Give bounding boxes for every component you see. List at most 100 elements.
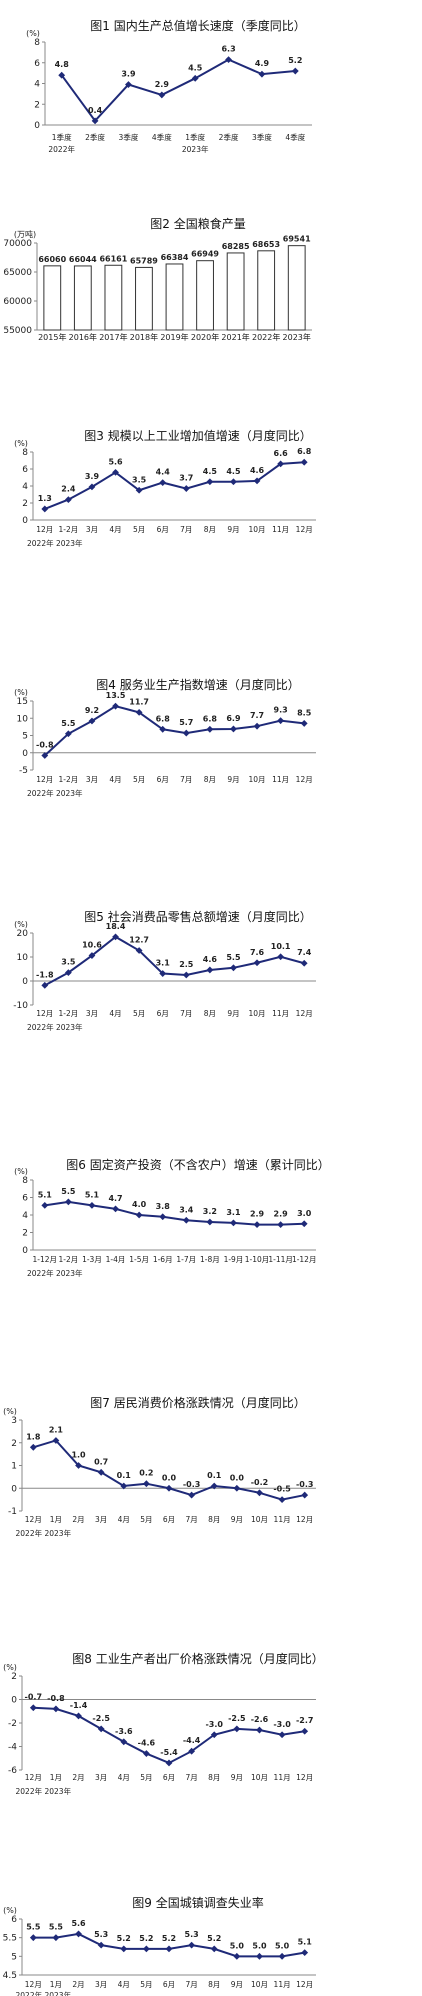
data-point	[225, 56, 232, 64]
data-point	[97, 1941, 105, 1949]
x-tick-label: 7月	[180, 1009, 192, 1018]
data-point	[256, 1726, 263, 1734]
y-tick-label: 0	[34, 121, 40, 131]
x-tick-label: 11月	[272, 525, 289, 534]
x-tick-label: 5月	[140, 1980, 152, 1989]
data-label: 5.2	[117, 1934, 131, 1943]
x-tick-label: 2月	[72, 1773, 84, 1782]
data-label: 5.2	[288, 56, 302, 65]
data-label: 3.7	[179, 474, 193, 483]
y-tick-label: 55000	[3, 326, 32, 336]
data-point	[75, 1462, 82, 1469]
data-label: -0.8	[47, 1694, 65, 1703]
x-tick-label: 12月	[36, 1009, 53, 1018]
y-tick-label: 4	[34, 80, 40, 90]
x-tick-label: 12月	[296, 1009, 313, 1018]
y-tick-label: 1	[11, 1462, 17, 1472]
data-label: -4.4	[183, 1736, 201, 1745]
data-point	[230, 964, 237, 972]
series-line	[44, 705, 305, 757]
data-label: 4.8	[55, 60, 70, 69]
y-tick-label: 4.5	[3, 1971, 17, 1981]
data-label: 66161	[99, 254, 127, 263]
data-label: -3.0	[273, 1720, 291, 1729]
data-label: -0.3	[183, 1480, 201, 1489]
y-tick-label: -1	[8, 1507, 17, 1517]
data-point	[112, 1205, 119, 1213]
x-tick-label: 2季度	[219, 132, 239, 142]
data-label: 65789	[130, 256, 158, 265]
data-point	[158, 91, 166, 99]
data-point	[112, 933, 119, 941]
y-unit-label: (%)	[3, 1407, 17, 1416]
y-tick-label: 8	[22, 1176, 28, 1186]
data-point	[58, 71, 66, 79]
data-point	[253, 1221, 261, 1229]
data-point	[182, 485, 190, 492]
data-point	[233, 1484, 241, 1492]
x-tick-label: 7月	[180, 775, 192, 784]
data-point	[165, 1759, 173, 1767]
data-label: 66060	[38, 255, 66, 264]
y-tick-label: 0	[22, 977, 28, 987]
x-tick-label: 1-8月	[200, 1255, 220, 1264]
data-label: -2.7	[296, 1716, 314, 1725]
data-label: 66384	[161, 253, 189, 262]
chart-title: 图9 全国城镇调查失业率	[132, 1895, 263, 1910]
data-label: 6.6	[274, 449, 289, 458]
data-label: 69541	[283, 235, 311, 244]
data-label: 1.0	[71, 1451, 86, 1460]
series-line	[60, 58, 296, 123]
x-tick-label: 8月	[204, 775, 216, 784]
year-label: 2022年 2023年	[27, 1022, 83, 1032]
data-point	[210, 1482, 218, 1490]
data-label: 68653	[252, 240, 280, 249]
x-tick-label: 6月	[157, 525, 169, 534]
data-label: 2.9	[274, 1210, 289, 1219]
data-label: 1.3	[38, 494, 52, 503]
x-tick-label: 1季度	[52, 132, 72, 142]
data-point	[300, 720, 308, 727]
x-tick-label: 9月	[231, 1515, 243, 1524]
x-tick-label: 10月	[251, 1773, 268, 1782]
data-label: 0.1	[117, 1471, 132, 1480]
data-label: 3.8	[156, 1202, 171, 1211]
data-label: 2.4	[61, 485, 76, 494]
data-label: -2.5	[92, 1714, 110, 1723]
year-label: 2022年 2023年	[16, 1990, 72, 1996]
chart-title: 图8 工业生产者出厂价格涨跌情况（月度同比）	[72, 1651, 323, 1666]
y-unit-label: (%)	[14, 688, 28, 697]
x-tick-label: 4月	[109, 525, 121, 534]
data-label: 5.6	[108, 457, 123, 466]
x-tick-label: 5月	[140, 1515, 152, 1524]
data-point	[300, 458, 308, 466]
x-tick-label: 10月	[249, 1009, 266, 1018]
data-label: 3.4	[179, 1205, 194, 1214]
data-label: 3.1	[156, 959, 171, 968]
data-label: 9.3	[274, 706, 288, 715]
data-label: -3.6	[115, 1727, 133, 1736]
data-label: 5.3	[185, 1930, 199, 1939]
x-tick-label: 1-3月	[82, 1255, 102, 1264]
y-tick-label: 60000	[3, 297, 32, 307]
data-label: 5.5	[26, 1923, 41, 1932]
x-tick-label: 8月	[204, 525, 216, 534]
x-tick-label: 4月	[109, 1009, 121, 1018]
x-tick-label: 12月	[36, 775, 53, 784]
y-tick-label: -2	[8, 1719, 17, 1729]
data-point	[29, 1443, 37, 1451]
x-tick-label: 8月	[208, 1773, 220, 1782]
x-tick-label: 2015年	[38, 332, 66, 342]
y-tick-label: 6	[22, 465, 28, 475]
data-point	[159, 725, 167, 733]
data-label: 4.7	[108, 1194, 122, 1203]
x-tick-label: 12月	[296, 1980, 313, 1989]
y-tick-label: 2	[22, 499, 28, 509]
chart-title: 图1 国内生产总值增长速度（季度同比）	[90, 18, 305, 33]
data-label: -2.6	[251, 1715, 269, 1724]
y-tick-label: 70000	[3, 239, 32, 249]
y-unit-label: (万吨)	[14, 229, 36, 239]
x-tick-label: 7月	[185, 1980, 197, 1989]
data-point	[52, 1705, 60, 1713]
x-tick-label: 1季度	[185, 132, 205, 142]
